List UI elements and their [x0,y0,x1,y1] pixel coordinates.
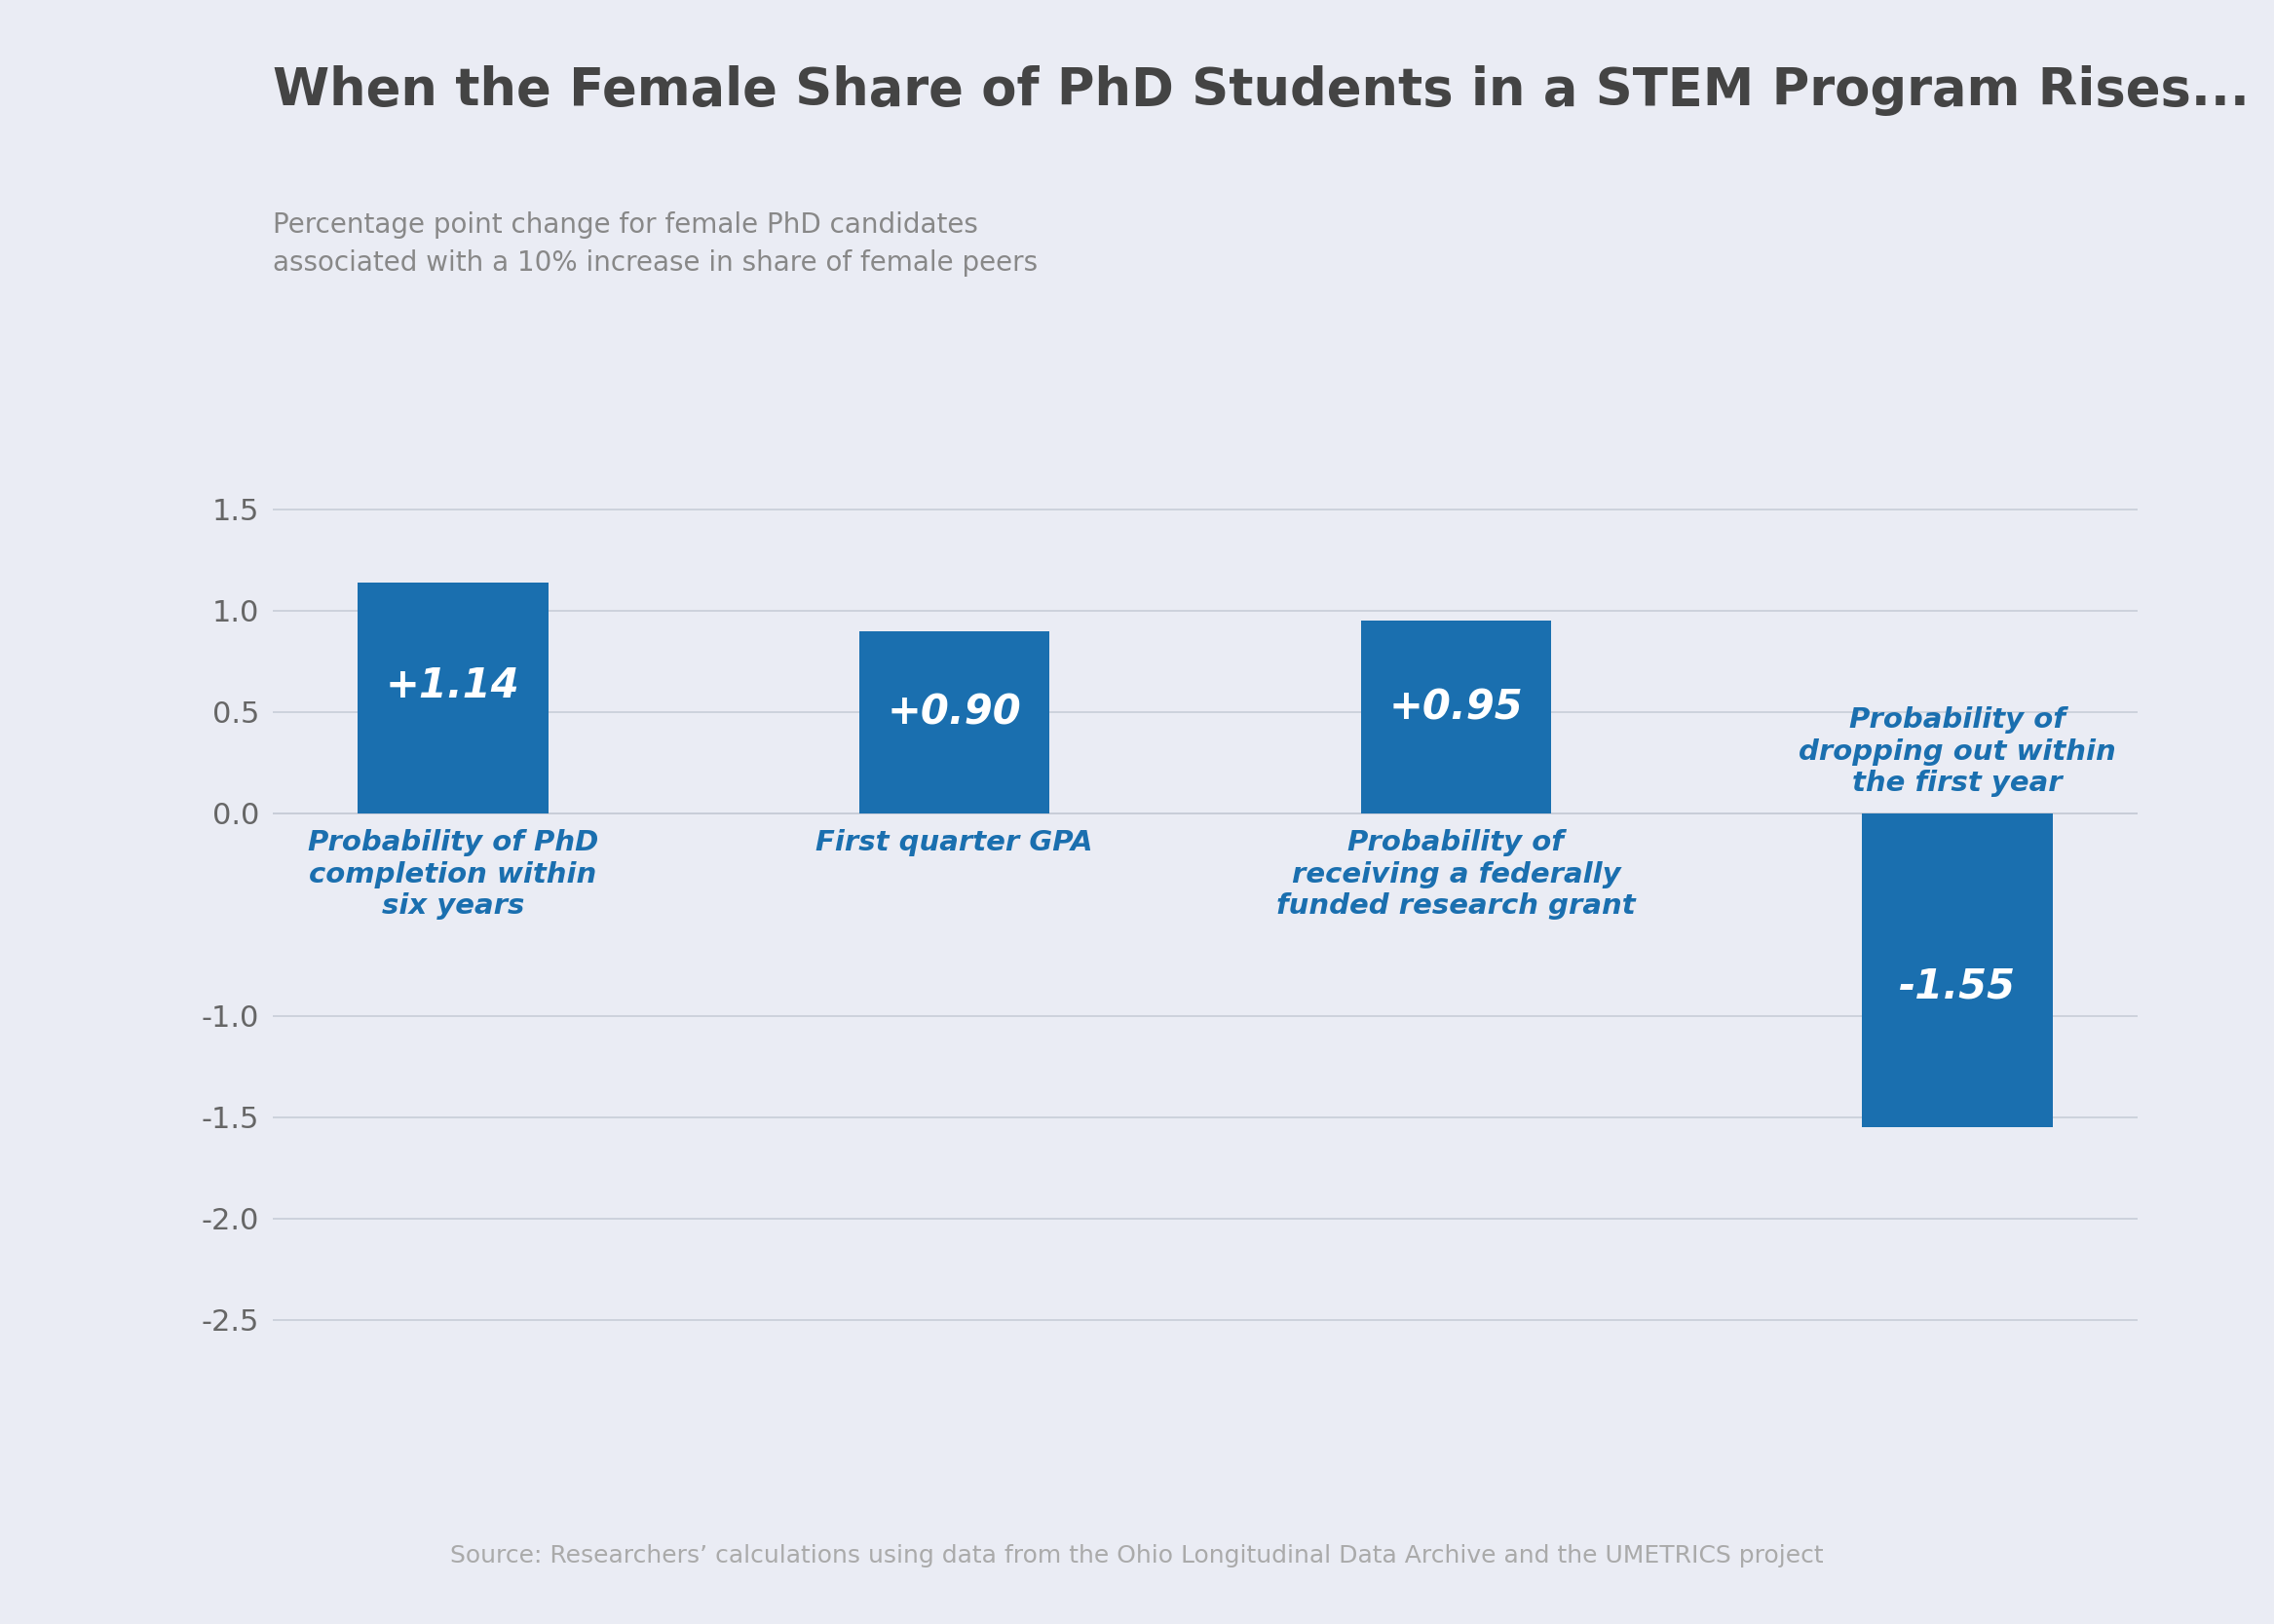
Bar [1360,620,1551,814]
Bar [357,583,548,814]
Text: Percentage point change for female PhD candidates
associated with a 10% increase: Percentage point change for female PhD c… [273,211,1037,276]
Text: Source: Researchers’ calculations using data from the Ohio Longitudinal Data Arc: Source: Researchers’ calculations using … [450,1544,1824,1567]
Text: +0.90: +0.90 [887,692,1021,734]
Bar [1862,814,2053,1127]
Bar [860,630,1051,814]
Text: +0.95: +0.95 [1389,687,1524,728]
Text: Probability of
receiving a federally
funded research grant: Probability of receiving a federally fun… [1276,830,1635,919]
Text: First quarter GPA: First quarter GPA [816,830,1094,857]
Text: Probability of PhD
completion within
six years: Probability of PhD completion within six… [307,830,598,919]
Text: When the Female Share of PhD Students in a STEM Program Rises...: When the Female Share of PhD Students in… [273,65,2249,115]
Text: -1.55: -1.55 [1899,965,2017,1007]
Text: +1.14: +1.14 [387,666,521,706]
Text: Probability of
dropping out within
the first year: Probability of dropping out within the f… [1799,706,2117,797]
